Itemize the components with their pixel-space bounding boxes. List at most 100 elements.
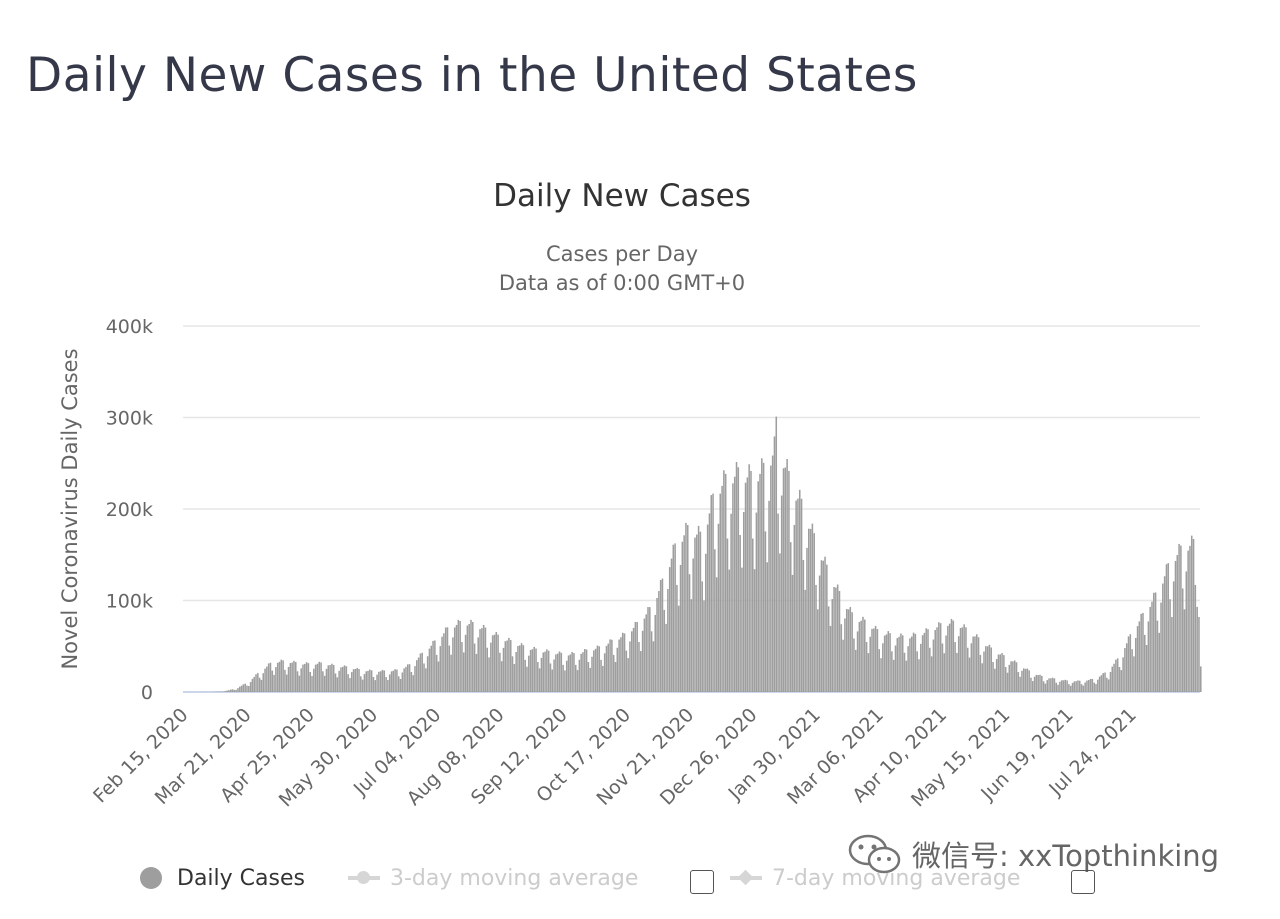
bar[interactable] <box>698 526 700 692</box>
bar[interactable] <box>759 474 761 692</box>
bar[interactable] <box>1066 680 1068 692</box>
bar[interactable] <box>445 628 447 692</box>
bar[interactable] <box>996 659 998 692</box>
bar[interactable] <box>725 474 727 692</box>
bar[interactable] <box>875 626 877 692</box>
bar[interactable] <box>598 646 600 692</box>
bar[interactable] <box>328 665 330 692</box>
bar[interactable] <box>1016 662 1018 692</box>
bar[interactable] <box>985 646 987 692</box>
bar[interactable] <box>1111 667 1113 692</box>
bar[interactable] <box>225 691 227 692</box>
bar[interactable] <box>546 649 548 692</box>
bar[interactable] <box>1137 626 1139 692</box>
bar[interactable] <box>779 553 781 692</box>
bar[interactable] <box>308 663 310 692</box>
bar[interactable] <box>626 651 628 692</box>
bar[interactable] <box>420 654 422 692</box>
bar[interactable] <box>624 633 626 692</box>
bar[interactable] <box>897 638 899 692</box>
bar[interactable] <box>649 607 651 692</box>
bar[interactable] <box>895 646 897 692</box>
bar[interactable] <box>1160 603 1162 692</box>
bar[interactable] <box>228 690 230 692</box>
bar[interactable] <box>1173 581 1175 692</box>
bar[interactable] <box>1050 678 1052 692</box>
bar[interactable] <box>664 610 666 692</box>
bar[interactable] <box>1061 680 1063 692</box>
bar[interactable] <box>351 672 353 692</box>
bar[interactable] <box>832 599 834 692</box>
bar[interactable] <box>1010 661 1012 692</box>
bar[interactable] <box>673 545 675 692</box>
bar[interactable] <box>812 524 814 692</box>
bar[interactable] <box>878 649 880 692</box>
bar[interactable] <box>362 680 364 692</box>
bar[interactable] <box>1079 681 1081 692</box>
bar[interactable] <box>627 658 629 692</box>
bar[interactable] <box>405 667 407 692</box>
bar[interactable] <box>427 656 429 692</box>
bar[interactable] <box>521 643 523 692</box>
bar[interactable] <box>766 562 768 692</box>
bar[interactable] <box>1180 546 1182 692</box>
bar[interactable] <box>994 669 996 692</box>
bar[interactable] <box>906 661 908 692</box>
bar[interactable] <box>562 665 564 692</box>
bar[interactable] <box>497 635 499 692</box>
bar[interactable] <box>337 677 339 692</box>
bar[interactable] <box>830 626 832 692</box>
bar[interactable] <box>707 525 709 692</box>
bar[interactable] <box>763 463 765 692</box>
bar[interactable] <box>1108 679 1110 692</box>
bar[interactable] <box>747 477 749 692</box>
bar[interactable] <box>1063 680 1065 692</box>
bar[interactable] <box>304 664 306 692</box>
bar[interactable] <box>418 658 420 692</box>
bar[interactable] <box>785 468 787 692</box>
bar[interactable] <box>1099 677 1101 692</box>
bar[interactable] <box>468 624 470 692</box>
bar[interactable] <box>842 640 844 692</box>
bar[interactable] <box>322 671 324 692</box>
bar[interactable] <box>804 590 806 692</box>
bar[interactable] <box>320 662 322 692</box>
bar[interactable] <box>234 690 236 692</box>
bar[interactable] <box>369 670 371 692</box>
bar[interactable] <box>288 667 290 692</box>
bar[interactable] <box>1027 669 1029 692</box>
bar[interactable] <box>373 677 375 692</box>
bar[interactable] <box>943 653 945 692</box>
bar[interactable] <box>273 675 275 692</box>
bar[interactable] <box>790 542 792 692</box>
bar[interactable] <box>559 651 561 692</box>
bar[interactable] <box>783 468 785 692</box>
bar[interactable] <box>609 639 611 692</box>
bar[interactable] <box>252 679 254 692</box>
bar[interactable] <box>490 643 492 692</box>
bar[interactable] <box>644 619 646 692</box>
bar[interactable] <box>1155 592 1157 692</box>
bar[interactable] <box>886 634 888 692</box>
bar[interactable] <box>1025 669 1027 692</box>
bar[interactable] <box>817 609 819 692</box>
bar[interactable] <box>983 652 985 692</box>
bar[interactable] <box>608 644 610 692</box>
bar[interactable] <box>636 622 638 692</box>
bar[interactable] <box>441 637 443 692</box>
bar[interactable] <box>318 662 320 692</box>
bar[interactable] <box>248 686 250 692</box>
bar[interactable] <box>579 660 581 692</box>
bar[interactable] <box>929 648 931 692</box>
bar[interactable] <box>1158 633 1160 692</box>
bar[interactable] <box>1041 676 1043 692</box>
bar[interactable] <box>396 670 398 692</box>
bar[interactable] <box>942 643 944 692</box>
bar[interactable] <box>902 635 904 692</box>
bar[interactable] <box>470 620 472 692</box>
bar[interactable] <box>1113 664 1115 692</box>
bar[interactable] <box>586 650 588 692</box>
bar[interactable] <box>1148 621 1150 692</box>
bar[interactable] <box>454 627 456 692</box>
bar[interactable] <box>1186 571 1188 692</box>
